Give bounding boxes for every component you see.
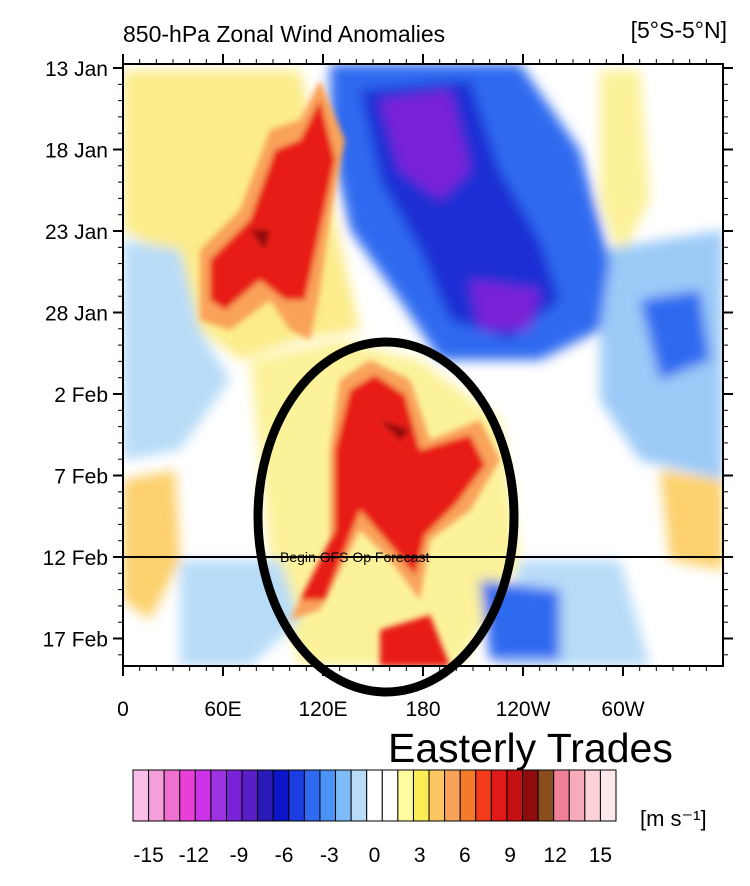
westerly-field	[200, 80, 500, 666]
colorbar-swatch	[475, 769, 492, 822]
colorbar-swatch	[194, 769, 212, 822]
colorbar-tick-label: 12	[544, 844, 567, 867]
colorbar-tick-label: 6	[459, 844, 471, 867]
colorbar-units: [m s⁻¹]	[640, 806, 707, 831]
colorbar-swatch	[584, 769, 601, 822]
colorbar-swatch	[397, 769, 414, 822]
colorbar-swatch	[303, 769, 321, 822]
colorbar-swatch	[366, 769, 383, 822]
colorbar-swatch	[179, 769, 196, 822]
y-tick-label: 12 Feb	[43, 547, 108, 570]
colorbar-tick-label: 0	[369, 844, 381, 867]
colorbar-tick-label: 15	[589, 844, 612, 867]
colorbar-swatch	[444, 769, 461, 822]
colorbar-tick-label: -15	[133, 844, 163, 867]
colorbar-swatch	[412, 769, 430, 822]
colorbar-swatch	[288, 769, 305, 822]
colorbar-tick-label: 9	[504, 844, 516, 867]
colorbar-swatch	[459, 769, 477, 822]
colorbar-tick-label: -6	[275, 844, 294, 867]
colorbar-swatch	[210, 769, 227, 822]
colorbar-swatch	[257, 769, 274, 822]
weak-westerly-region	[660, 470, 723, 570]
y-tick-label: 28 Jan	[45, 303, 108, 326]
colorbar-swatch	[272, 769, 290, 822]
colorbar-tick-label: -12	[179, 844, 209, 867]
x-tick-label: 0	[117, 698, 129, 721]
y-tick-label: 23 Jan	[45, 221, 108, 244]
colorbar-swatch	[522, 769, 539, 822]
westerly-region	[250, 230, 270, 250]
colorbar-swatch	[568, 769, 586, 822]
chart-title: 850-hPa Zonal Wind Anomalies	[123, 21, 445, 47]
colorbar-tick-label: 3	[414, 844, 426, 867]
westerly-region	[210, 100, 335, 310]
colorbar-swatch	[319, 769, 337, 822]
highlight-ellipse	[253, 337, 519, 697]
y-axis: 13 Jan 18 Jan 23 Jan 28 Jan 2 Feb 7 Feb 12 Feb…	[43, 58, 733, 656]
westerly-region	[300, 375, 485, 600]
colorbar: -15 -12 -9 -6 -3 0 3 6 9 12 15	[132, 769, 617, 867]
colorbar-swatch	[537, 769, 555, 822]
colorbar-swatch	[335, 769, 352, 822]
x-tick-label: 120E	[298, 698, 347, 721]
x-tick-label: 60E	[204, 698, 241, 721]
colorbar-swatch	[553, 769, 570, 822]
y-tick-label: 2 Feb	[54, 384, 108, 407]
y-tick-label: 17 Feb	[43, 629, 108, 652]
weak-easterly-region	[123, 240, 230, 460]
y-tick-label: 7 Feb	[54, 466, 108, 489]
weak-westerly-region	[600, 70, 650, 260]
westerly-region	[380, 420, 410, 440]
easterly-region	[380, 90, 470, 200]
easterly-region	[640, 290, 710, 380]
x-tick-label: 60W	[601, 698, 644, 721]
region-label: [5°S-5°N]	[631, 17, 727, 43]
weak-westerly-region	[123, 470, 180, 620]
westerly-region	[380, 615, 450, 666]
colorbar-swatch	[132, 769, 150, 822]
colorbar-swatch	[381, 769, 399, 822]
colorbar-tick-label: -3	[320, 844, 339, 867]
colorbar-swatch	[148, 769, 165, 822]
colorbar-swatch	[225, 769, 243, 822]
easterly-region	[470, 280, 540, 330]
y-tick-label: 13 Jan	[45, 58, 108, 81]
colorbar-swatch	[490, 769, 508, 822]
colorbar-swatch	[163, 769, 181, 822]
plot-area	[123, 64, 723, 666]
colorbar-swatch	[506, 769, 524, 822]
x-axis: 0 60E 120E 180 120W 60W	[117, 54, 707, 721]
colorbar-swatch	[599, 769, 617, 822]
colorbar-swatch	[428, 769, 446, 822]
y-tick-label: 18 Jan	[45, 140, 108, 163]
colorbar-tick-label: -9	[230, 844, 249, 867]
annotation-label: Easterly Trades	[388, 725, 673, 771]
x-tick-label: 120W	[496, 698, 551, 721]
colorbar-swatch	[350, 769, 368, 822]
colorbar-swatch	[241, 769, 259, 822]
forecast-label: Begin GFS Op Forecast	[280, 549, 430, 565]
x-tick-label: 180	[405, 698, 440, 721]
